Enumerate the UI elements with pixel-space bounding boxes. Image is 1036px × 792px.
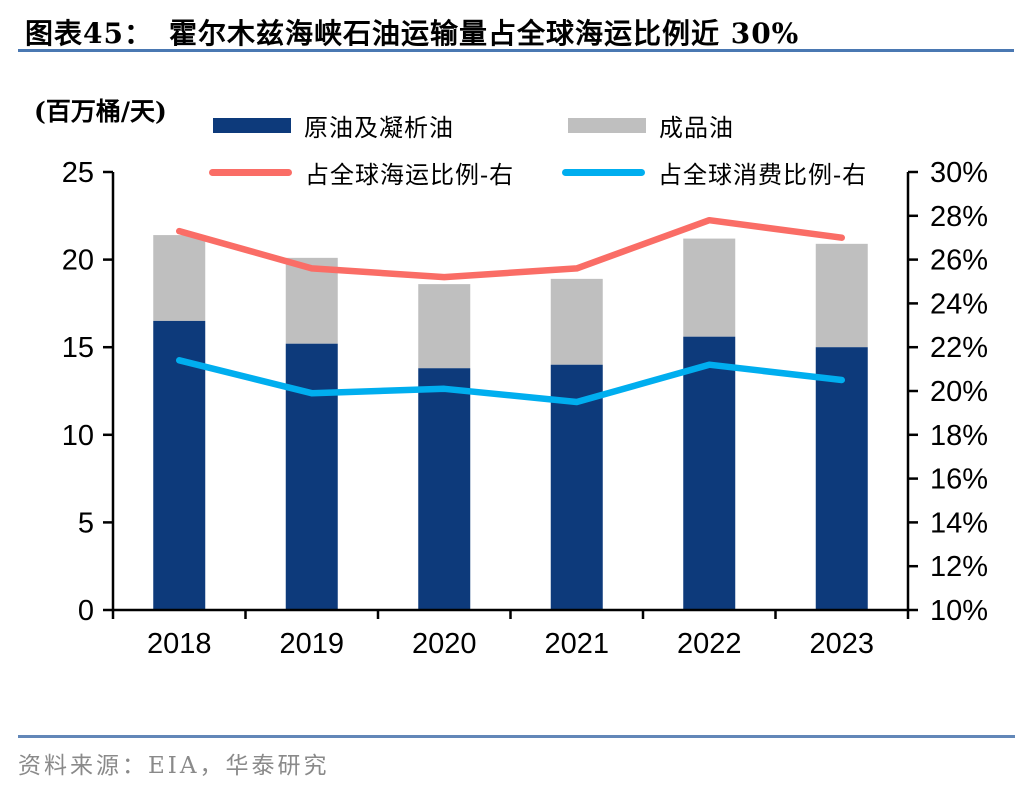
x-axis-category-label: 2019 xyxy=(279,628,344,660)
bar-segment-products xyxy=(550,278,603,365)
bar-segment-products xyxy=(153,235,206,321)
bar-segment-products xyxy=(683,238,736,337)
shipping-line-swatch xyxy=(209,168,292,176)
right-axis-tick-label: 22% xyxy=(930,332,988,364)
consumption-share-line xyxy=(176,357,845,406)
legend-label-shipping-share: 占全球海运比例-右 xyxy=(305,160,515,189)
right-axis-tick-label: 16% xyxy=(930,464,988,496)
legend-label-consumption-share: 占全球消费比例-右 xyxy=(658,160,868,189)
left-axis-unit-label: (百万桶/天) xyxy=(34,97,167,126)
figure-number-label: 图表45： xyxy=(25,17,153,50)
right-axis-tick-label: 28% xyxy=(930,201,988,233)
bar-segment-crude xyxy=(683,336,736,610)
right-axis-tick-label: 26% xyxy=(930,245,988,277)
figure-title-text: 霍尔木兹海峡石油运输量占全球海运比例近 30% xyxy=(168,17,800,50)
crude-bar-swatch xyxy=(213,117,291,133)
legend-label-crude: 原油及凝析油 xyxy=(304,113,454,142)
left-axis-tick-label: 20 xyxy=(62,245,94,277)
title-divider xyxy=(18,49,1014,52)
source-note: 资料来源：EIA，华泰研究 xyxy=(18,753,330,779)
x-axis-category-label: 2023 xyxy=(809,628,874,660)
legend-item-products: 成品油 xyxy=(568,112,734,142)
legend-item-shipping-share: 占全球海运比例-右 xyxy=(209,159,514,189)
footer-divider xyxy=(18,735,1015,738)
bar-segment-products xyxy=(815,243,868,348)
x-axis-category-label: 2020 xyxy=(412,628,477,660)
right-axis-tick-label: 20% xyxy=(930,376,988,408)
bar-segment-crude xyxy=(418,368,471,610)
legend-item-consumption-share: 占全球消费比例-右 xyxy=(562,159,867,189)
legend-item-crude: 原油及凝析油 xyxy=(213,112,454,142)
left-axis-tick-label: 25 xyxy=(62,157,94,189)
bar-segment-crude xyxy=(153,320,206,610)
right-axis-tick-label: 18% xyxy=(930,420,988,452)
right-axis-tick-label: 30% xyxy=(930,157,988,189)
legend-label-products: 成品油 xyxy=(659,113,734,142)
products-bar-swatch xyxy=(568,117,646,133)
consumption-line-swatch xyxy=(562,168,645,176)
right-axis-tick-label: 24% xyxy=(930,288,988,320)
bar-segment-products xyxy=(418,284,471,369)
left-axis-tick-label: 15 xyxy=(62,332,94,364)
axis-frame xyxy=(111,172,910,612)
x-axis-category-label: 2021 xyxy=(544,628,609,660)
right-axis-tick-label: 12% xyxy=(930,551,988,583)
x-axis-category-label: 2018 xyxy=(147,628,212,660)
bar-segment-crude xyxy=(550,364,603,610)
x-axis-category-label: 2022 xyxy=(677,628,742,660)
left-axis-tick-label: 5 xyxy=(78,507,94,539)
right-axis-tick-label: 14% xyxy=(930,507,988,539)
left-axis-tick-label: 0 xyxy=(78,595,94,627)
shipping-share-line xyxy=(176,216,845,281)
left-axis-tick-label: 10 xyxy=(62,420,94,452)
right-axis-tick-label: 10% xyxy=(930,595,988,627)
figure-title: 图表45： 霍尔木兹海峡石油运输量占全球海运比例近 30% xyxy=(25,12,799,52)
bar-segment-crude xyxy=(815,347,868,610)
bar-segment-crude xyxy=(285,343,338,610)
